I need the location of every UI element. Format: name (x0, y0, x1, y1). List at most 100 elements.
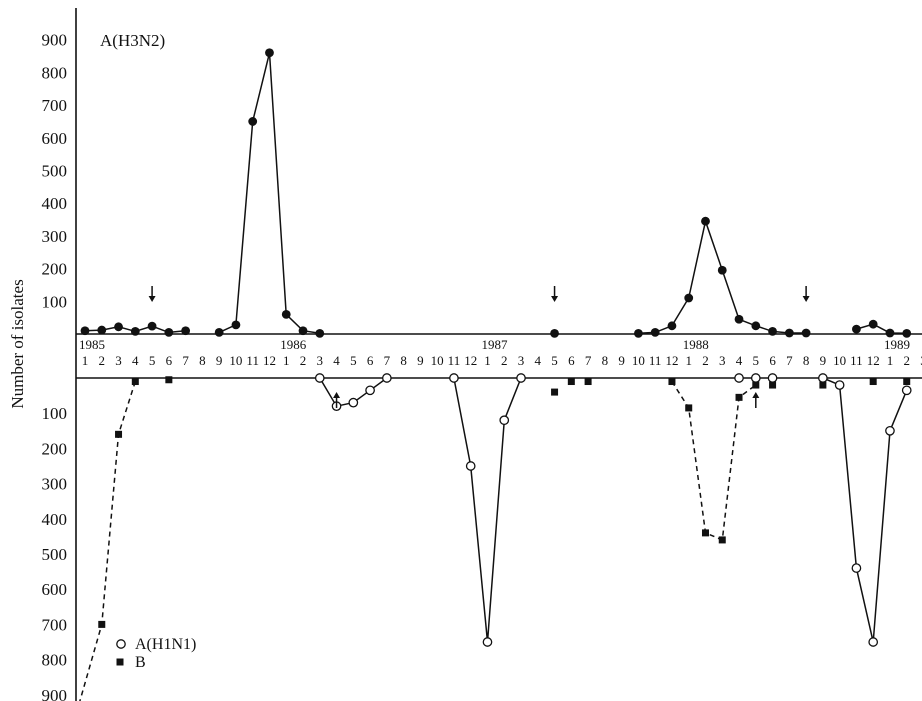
data-point-b (718, 536, 726, 544)
data-point-a-h3n2 (717, 265, 727, 275)
data-point-a-h3n2 (231, 320, 241, 330)
x-month-label: 1 (82, 353, 89, 368)
series-line-a-h3n2 (218, 52, 320, 335)
data-point-a-h3n2 (164, 327, 174, 337)
upper-y-tick-label: 100 (42, 292, 68, 311)
lower-y-tick-label: 600 (42, 580, 68, 599)
x-month-label: 12 (665, 353, 678, 368)
data-point-a-h1n1 (750, 373, 761, 383)
upper-y-tick-label: 600 (42, 129, 68, 148)
x-month-label: 7 (384, 353, 391, 368)
data-point-a-h3n2 (868, 319, 878, 329)
upper-y-tick-label: 500 (42, 162, 68, 181)
data-point-a-h3n2 (281, 309, 291, 319)
data-point-a-h1n1 (868, 637, 879, 647)
data-point-a-h3n2 (784, 328, 794, 338)
arrow-up-icon (752, 392, 760, 398)
data-point-a-h1n1 (516, 373, 526, 383)
x-month-label: 2 (702, 353, 709, 368)
x-month-label: 2 (300, 353, 307, 368)
legend-label-h1n1: A(H1N1) (135, 636, 196, 653)
x-month-label: 3 (518, 353, 525, 368)
x-month-label: 10 (632, 353, 645, 368)
x-month-label: 3 (719, 353, 726, 368)
upper-y-tick-label: 700 (42, 96, 68, 115)
x-month-label: 11 (649, 353, 662, 368)
lower-y-tick-labels: 100 200 300 400 500 600 700 800 900 (42, 404, 68, 701)
data-point-a-h3n2 (181, 326, 191, 336)
data-point-a-h1n1 (818, 373, 828, 383)
x-month-label: 10 (431, 353, 444, 368)
data-point-a-h3n2 (701, 216, 710, 226)
series-line-a-h1n1 (453, 377, 522, 643)
x-month-label: 6 (769, 353, 776, 368)
lower-y-tick-label: 300 (42, 475, 68, 494)
data-point-b (98, 620, 106, 628)
legend-marker-h1n1 (116, 639, 126, 649)
data-point-a-h3n2 (248, 117, 258, 126)
data-point-a-h3n2 (634, 328, 643, 338)
x-month-label: 5 (551, 353, 558, 368)
x-month-label: 9 (216, 353, 223, 368)
data-point-b (903, 378, 911, 386)
x-month-label: 1 (887, 353, 894, 368)
data-point-a-h3n2 (298, 326, 308, 336)
data-point-a-h3n2 (315, 328, 325, 338)
upper-y-tick-label: 400 (42, 194, 68, 213)
data-point-b (551, 388, 559, 396)
arrows (148, 286, 810, 408)
data-point-a-h3n2 (130, 326, 140, 336)
x-month-label: 6 (166, 353, 173, 368)
x-month-label: 5 (753, 353, 760, 368)
x-month-label: 12 (867, 353, 880, 368)
x-month-label: 9 (820, 353, 827, 368)
data-point-b (668, 378, 676, 386)
x-month-label: 5 (149, 353, 156, 368)
year-label: 1986 (280, 337, 307, 352)
data-point-b (567, 378, 575, 386)
upper-y-tick-labels: 900 800 700 600 500 400 300 200 100 (42, 31, 68, 312)
data-point-a-h3n2 (751, 321, 761, 331)
data-point-a-h3n2 (147, 321, 157, 331)
data-point-a-h3n2 (214, 327, 224, 337)
x-month-label: 12 (464, 353, 477, 368)
data-point-a-h3n2 (650, 327, 660, 337)
data-point-a-h1n1 (885, 425, 895, 436)
data-point-a-h1n1 (465, 461, 476, 471)
x-month-label: 10 (833, 353, 846, 368)
lower-y-tick-label: 200 (42, 439, 68, 458)
data-point-a-h3n2 (667, 321, 677, 331)
lower-y-tick-label: 900 (42, 686, 68, 701)
data-point-a-h1n1 (499, 415, 510, 426)
x-month-label: 12 (263, 353, 276, 368)
lower-y-tick-label: 400 (42, 510, 68, 529)
data-point-b (115, 430, 123, 438)
data-point-b (131, 378, 139, 386)
data-point-a-h1n1 (767, 373, 778, 383)
upper-y-tick-label: 200 (42, 260, 68, 279)
data-point-b (819, 381, 827, 389)
upper-y-tick-label: 300 (42, 227, 68, 246)
series-line-b (79, 381, 137, 701)
x-month-label: 1 (283, 353, 290, 368)
data-point-b (584, 378, 592, 386)
data-point-a-h3n2 (265, 48, 274, 58)
arrow-up-icon (333, 392, 341, 398)
x-month-label: 9 (417, 353, 424, 368)
data-point-b (769, 381, 777, 389)
data-point-a-h3n2 (768, 326, 777, 336)
year-labels: 1985 1986 1987 1988 1989 (79, 337, 910, 352)
data-point-a-h3n2 (885, 328, 895, 338)
data-point-b (735, 393, 743, 401)
upper-y-tick-label: 900 (42, 31, 68, 50)
x-month-label: 5 (350, 353, 357, 368)
x-month-label: 9 (618, 353, 625, 368)
data-point-a-h3n2 (801, 328, 811, 338)
data-point-a-h3n2 (550, 328, 559, 338)
series-line-a-h1n1 (822, 377, 908, 643)
x-month-label: 7 (182, 353, 189, 368)
x-month-label: 4 (333, 353, 340, 368)
data-point-b (752, 381, 760, 389)
series-line-a-h3n2 (638, 218, 807, 335)
